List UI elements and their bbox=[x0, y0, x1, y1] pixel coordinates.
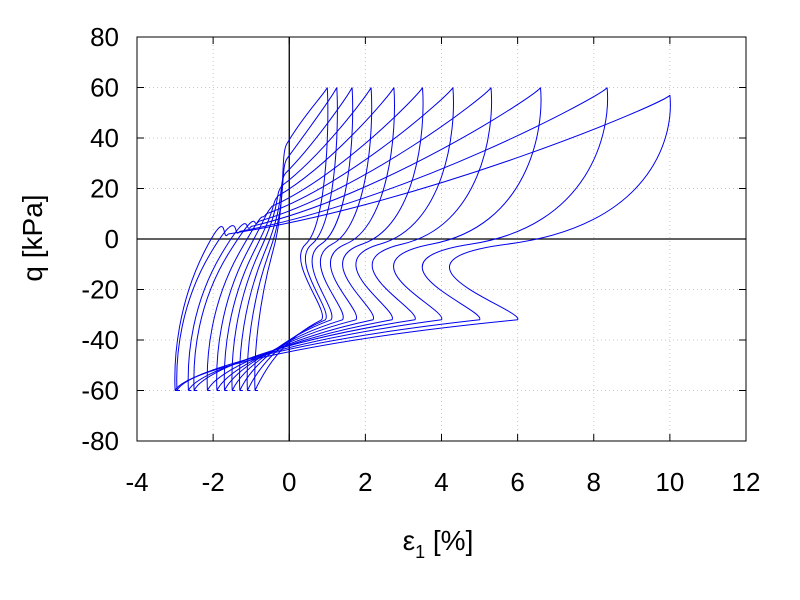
x-tick-label: 2 bbox=[358, 467, 372, 497]
x-axis-label-main: ε bbox=[403, 525, 415, 556]
x-tick-label: 0 bbox=[282, 467, 296, 497]
y-tick-label: 60 bbox=[90, 73, 119, 103]
axis-ticks bbox=[136, 36, 747, 442]
hysteresis-loop bbox=[216, 87, 424, 391]
hysteresis-loop bbox=[174, 94, 671, 391]
hysteresis-loop bbox=[187, 87, 542, 391]
x-axis-label-sub: 1 bbox=[415, 542, 425, 562]
x-tick-label: 12 bbox=[732, 467, 761, 497]
x-tick-label: 10 bbox=[655, 467, 684, 497]
series-curves bbox=[174, 87, 671, 391]
x-axis-label: ε1 [%] bbox=[403, 525, 474, 562]
hysteresis-loop bbox=[223, 87, 395, 391]
hysteresis-loop bbox=[176, 87, 609, 391]
x-tick-label: 6 bbox=[510, 467, 524, 497]
x-tick-label: -4 bbox=[125, 467, 148, 497]
x-tick-label: 4 bbox=[434, 467, 448, 497]
y-tick-label: -80 bbox=[81, 426, 119, 456]
hysteresis-loop bbox=[193, 87, 493, 391]
zero-axis-lines bbox=[137, 37, 746, 441]
y-tick-label: -40 bbox=[81, 325, 119, 355]
hysteresis-loop bbox=[254, 87, 329, 391]
y-tick-label: 20 bbox=[90, 174, 119, 204]
y-tick-label: -20 bbox=[81, 275, 119, 305]
hysteresis-loop bbox=[206, 87, 454, 391]
y-tick-label: -60 bbox=[81, 376, 119, 406]
y-tick-label: 0 bbox=[105, 224, 119, 254]
x-tick-label: -2 bbox=[202, 467, 225, 497]
x-tick-label: 8 bbox=[587, 467, 601, 497]
y-tick-label: 40 bbox=[90, 123, 119, 153]
y-tick-label: 80 bbox=[90, 22, 119, 52]
hysteresis-loop bbox=[239, 87, 354, 391]
hysteresis-loop bbox=[231, 87, 373, 391]
x-axis-label-unit: [%] bbox=[425, 525, 473, 556]
y-axis-label: q [kPa] bbox=[17, 194, 48, 281]
